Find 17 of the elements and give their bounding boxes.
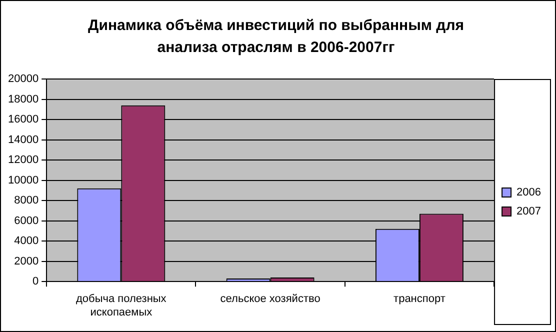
y-tick-label: 2000: [14, 255, 39, 268]
legend-label: 2006: [516, 186, 542, 199]
y-tick-label: 14000: [8, 134, 39, 146]
legend-label: 2007: [516, 206, 542, 218]
y-tick-label: 6000: [14, 214, 39, 227]
x-tick-label: сельское хозяйство: [220, 293, 320, 306]
y-tick-label: 10000: [8, 174, 39, 186]
y-tick-label: 0: [32, 276, 39, 288]
y-tick-label: 12000: [8, 154, 39, 166]
y-tick-label: 20000: [8, 73, 39, 86]
y-tick-label: 8000: [14, 194, 39, 207]
x-tick-label: транспорт: [394, 293, 446, 306]
chart-title: Динамика объёма инвестиций по выбранным для анализа отраслям в 2006-2007гг: [87, 16, 465, 58]
y-tick-label: 16000: [8, 114, 39, 126]
y-tick-label: 4000: [14, 235, 39, 248]
x-tick-label: добыча полезных ископаемых: [76, 293, 167, 318]
y-tick-label: 18000: [8, 93, 39, 106]
